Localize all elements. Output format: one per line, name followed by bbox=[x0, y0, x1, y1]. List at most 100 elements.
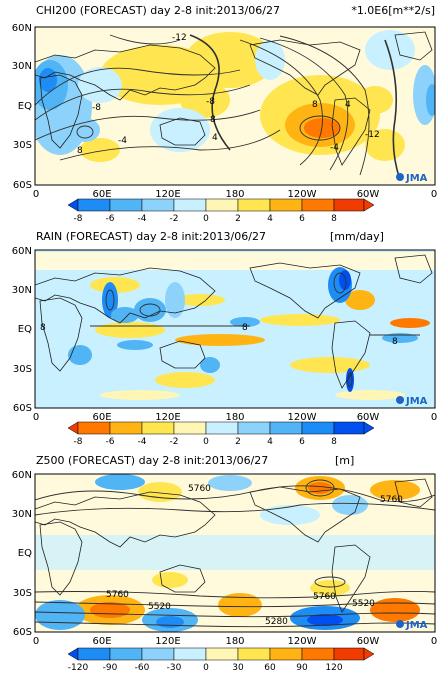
lat-axis: 60N 30N EQ 30S 60S bbox=[12, 246, 32, 414]
coastlines bbox=[35, 478, 433, 613]
lon-tick-label: 120W bbox=[288, 189, 317, 200]
jma-logo: JMA bbox=[396, 396, 428, 407]
lon-tick-label: 60E bbox=[92, 636, 111, 647]
contours bbox=[35, 34, 401, 181]
lat-axis: 60N 30N EQ 30S 60S bbox=[12, 470, 32, 638]
lat-tick-label: EQ bbox=[18, 101, 32, 112]
contour-label: -8 bbox=[206, 97, 215, 107]
svg-text:JMA: JMA bbox=[405, 173, 428, 184]
lat-tick-label: 60N bbox=[12, 246, 32, 257]
contour-label: -12 bbox=[172, 33, 187, 43]
contour-label: 5760 bbox=[106, 590, 129, 600]
contour-label: 5760 bbox=[313, 592, 336, 602]
lon-tick-label: 0 bbox=[33, 636, 39, 647]
lon-tick-label: 60E bbox=[92, 189, 111, 200]
contour-label: 5760 bbox=[380, 495, 403, 505]
panel-chi200: CHI200 (FORECAST) day 2-8 init:2013/06/2… bbox=[12, 4, 437, 224]
lon-tick-label: 0 bbox=[431, 412, 437, 423]
colorbar: -8 -6 -4 -2 0 2 4 6 8 bbox=[67, 421, 375, 447]
map-area: -12 8 4 -8 -4 8 4 -12 -8 8 -4 bbox=[35, 27, 435, 185]
lon-tick-label: 60W bbox=[357, 189, 380, 200]
contour-labels: -12 8 4 -8 -4 8 4 -12 -8 8 -4 bbox=[77, 33, 380, 156]
lon-axis: 0 60E 120E 180 120W 60W 0 bbox=[33, 189, 437, 200]
contour-label: 4 bbox=[345, 100, 351, 110]
lat-tick-label: 30N bbox=[12, 285, 32, 296]
colorbar-tick: 6 bbox=[299, 214, 305, 224]
colorbar-tick: -6 bbox=[106, 214, 115, 224]
lat-tick-label: EQ bbox=[18, 324, 32, 335]
map-frame bbox=[34, 26, 436, 186]
contour-label: 8 bbox=[77, 146, 83, 156]
map-frame bbox=[34, 473, 436, 633]
lon-tick-label: 180 bbox=[225, 412, 244, 423]
colorbar-tick: 90 bbox=[296, 663, 308, 673]
lon-axis: 0 60E 120E 180 120W 60W 0 bbox=[33, 636, 437, 647]
contours bbox=[35, 479, 435, 628]
lon-tick-label: 120E bbox=[155, 636, 180, 647]
colorbar-tick: 6 bbox=[299, 437, 305, 447]
lon-tick-label: 180 bbox=[225, 189, 244, 200]
colorbar-tick: 8 bbox=[331, 214, 337, 224]
lon-tick-label: 180 bbox=[225, 636, 244, 647]
colorbar-tick: -30 bbox=[167, 663, 182, 673]
contour-label: 5520 bbox=[148, 602, 171, 612]
lon-tick-label: 0 bbox=[33, 189, 39, 200]
colorbar-tick: 2 bbox=[235, 214, 241, 224]
colorbar-tick: 120 bbox=[325, 663, 342, 673]
contour-label: -8 bbox=[92, 103, 101, 113]
lat-axis: 60N 30N EQ 30S 60S bbox=[12, 23, 32, 191]
lat-tick-label: 30S bbox=[13, 364, 32, 375]
colorbar-tick: 0 bbox=[203, 214, 209, 224]
panel-unit: [mm/day] bbox=[330, 230, 384, 243]
lat-tick-label: 60S bbox=[13, 403, 32, 414]
contour-label: 5520 bbox=[352, 599, 375, 609]
svg-text:JMA: JMA bbox=[405, 396, 428, 407]
colorbar-tick: -8 bbox=[74, 214, 83, 224]
map-area: 5760 5760 5760 5520 5760 5520 5280 bbox=[35, 474, 435, 632]
colorbar-tick: 0 bbox=[203, 663, 209, 673]
lon-tick-label: 120E bbox=[155, 412, 180, 423]
colorbar-tick: 4 bbox=[267, 437, 273, 447]
jma-logo: JMA bbox=[396, 173, 428, 184]
panel-unit: *1.0E6[m**2/s] bbox=[351, 4, 435, 17]
map-frame bbox=[34, 249, 436, 409]
colorbar: -120 -90 -60 -30 0 30 60 90 120 bbox=[67, 647, 375, 673]
lat-tick-label: 30N bbox=[12, 509, 32, 520]
contour-label: -12 bbox=[365, 130, 380, 140]
colorbar-tick: 8 bbox=[331, 437, 337, 447]
contour-label: 8 bbox=[392, 337, 398, 347]
lon-tick-label: 120W bbox=[288, 412, 317, 423]
contour-label: 5760 bbox=[188, 484, 211, 494]
coastlines bbox=[35, 31, 433, 166]
panel-title: Z500 (FORECAST) day 2-8 init:2013/06/27 bbox=[36, 454, 268, 467]
negative-anomaly-regions bbox=[35, 30, 435, 155]
contours bbox=[90, 272, 420, 388]
colorbar-tick: 4 bbox=[267, 214, 273, 224]
map-area: 8 8 8 bbox=[35, 250, 435, 408]
contour-label: 5280 bbox=[265, 617, 288, 627]
lon-tick-label: 60E bbox=[92, 412, 111, 423]
jma-logo: JMA bbox=[396, 620, 428, 631]
colorbar-tick: 0 bbox=[203, 437, 209, 447]
panel-title: CHI200 (FORECAST) day 2-8 init:2013/06/2… bbox=[36, 4, 280, 17]
colorbar-tick: -8 bbox=[74, 437, 83, 447]
colorbar-tick: -60 bbox=[135, 663, 150, 673]
lon-tick-label: 0 bbox=[431, 189, 437, 200]
panel-title: RAIN (FORECAST) day 2-8 init:2013/06/27 bbox=[36, 230, 266, 243]
contour-labels: 5760 5760 5760 5520 5760 5520 5280 bbox=[106, 484, 403, 627]
colorbar: -8 -6 -4 -2 0 2 4 6 8 bbox=[67, 198, 375, 224]
colorbar-tick: -90 bbox=[103, 663, 118, 673]
colorbar-tick: -4 bbox=[138, 214, 147, 224]
colorbar-tick: -2 bbox=[170, 214, 179, 224]
lat-tick-label: 60S bbox=[13, 180, 32, 191]
lon-tick-label: 120W bbox=[288, 636, 317, 647]
lat-tick-label: 30S bbox=[13, 140, 32, 151]
colorbar-tick: -2 bbox=[170, 437, 179, 447]
lat-tick-label: 60S bbox=[13, 627, 32, 638]
contour-label: 4 bbox=[212, 133, 218, 143]
lat-tick-label: 60N bbox=[12, 23, 32, 34]
contour-label: 8 bbox=[210, 115, 216, 125]
lat-tick-label: 60N bbox=[12, 470, 32, 481]
contour-label: 8 bbox=[40, 323, 46, 333]
